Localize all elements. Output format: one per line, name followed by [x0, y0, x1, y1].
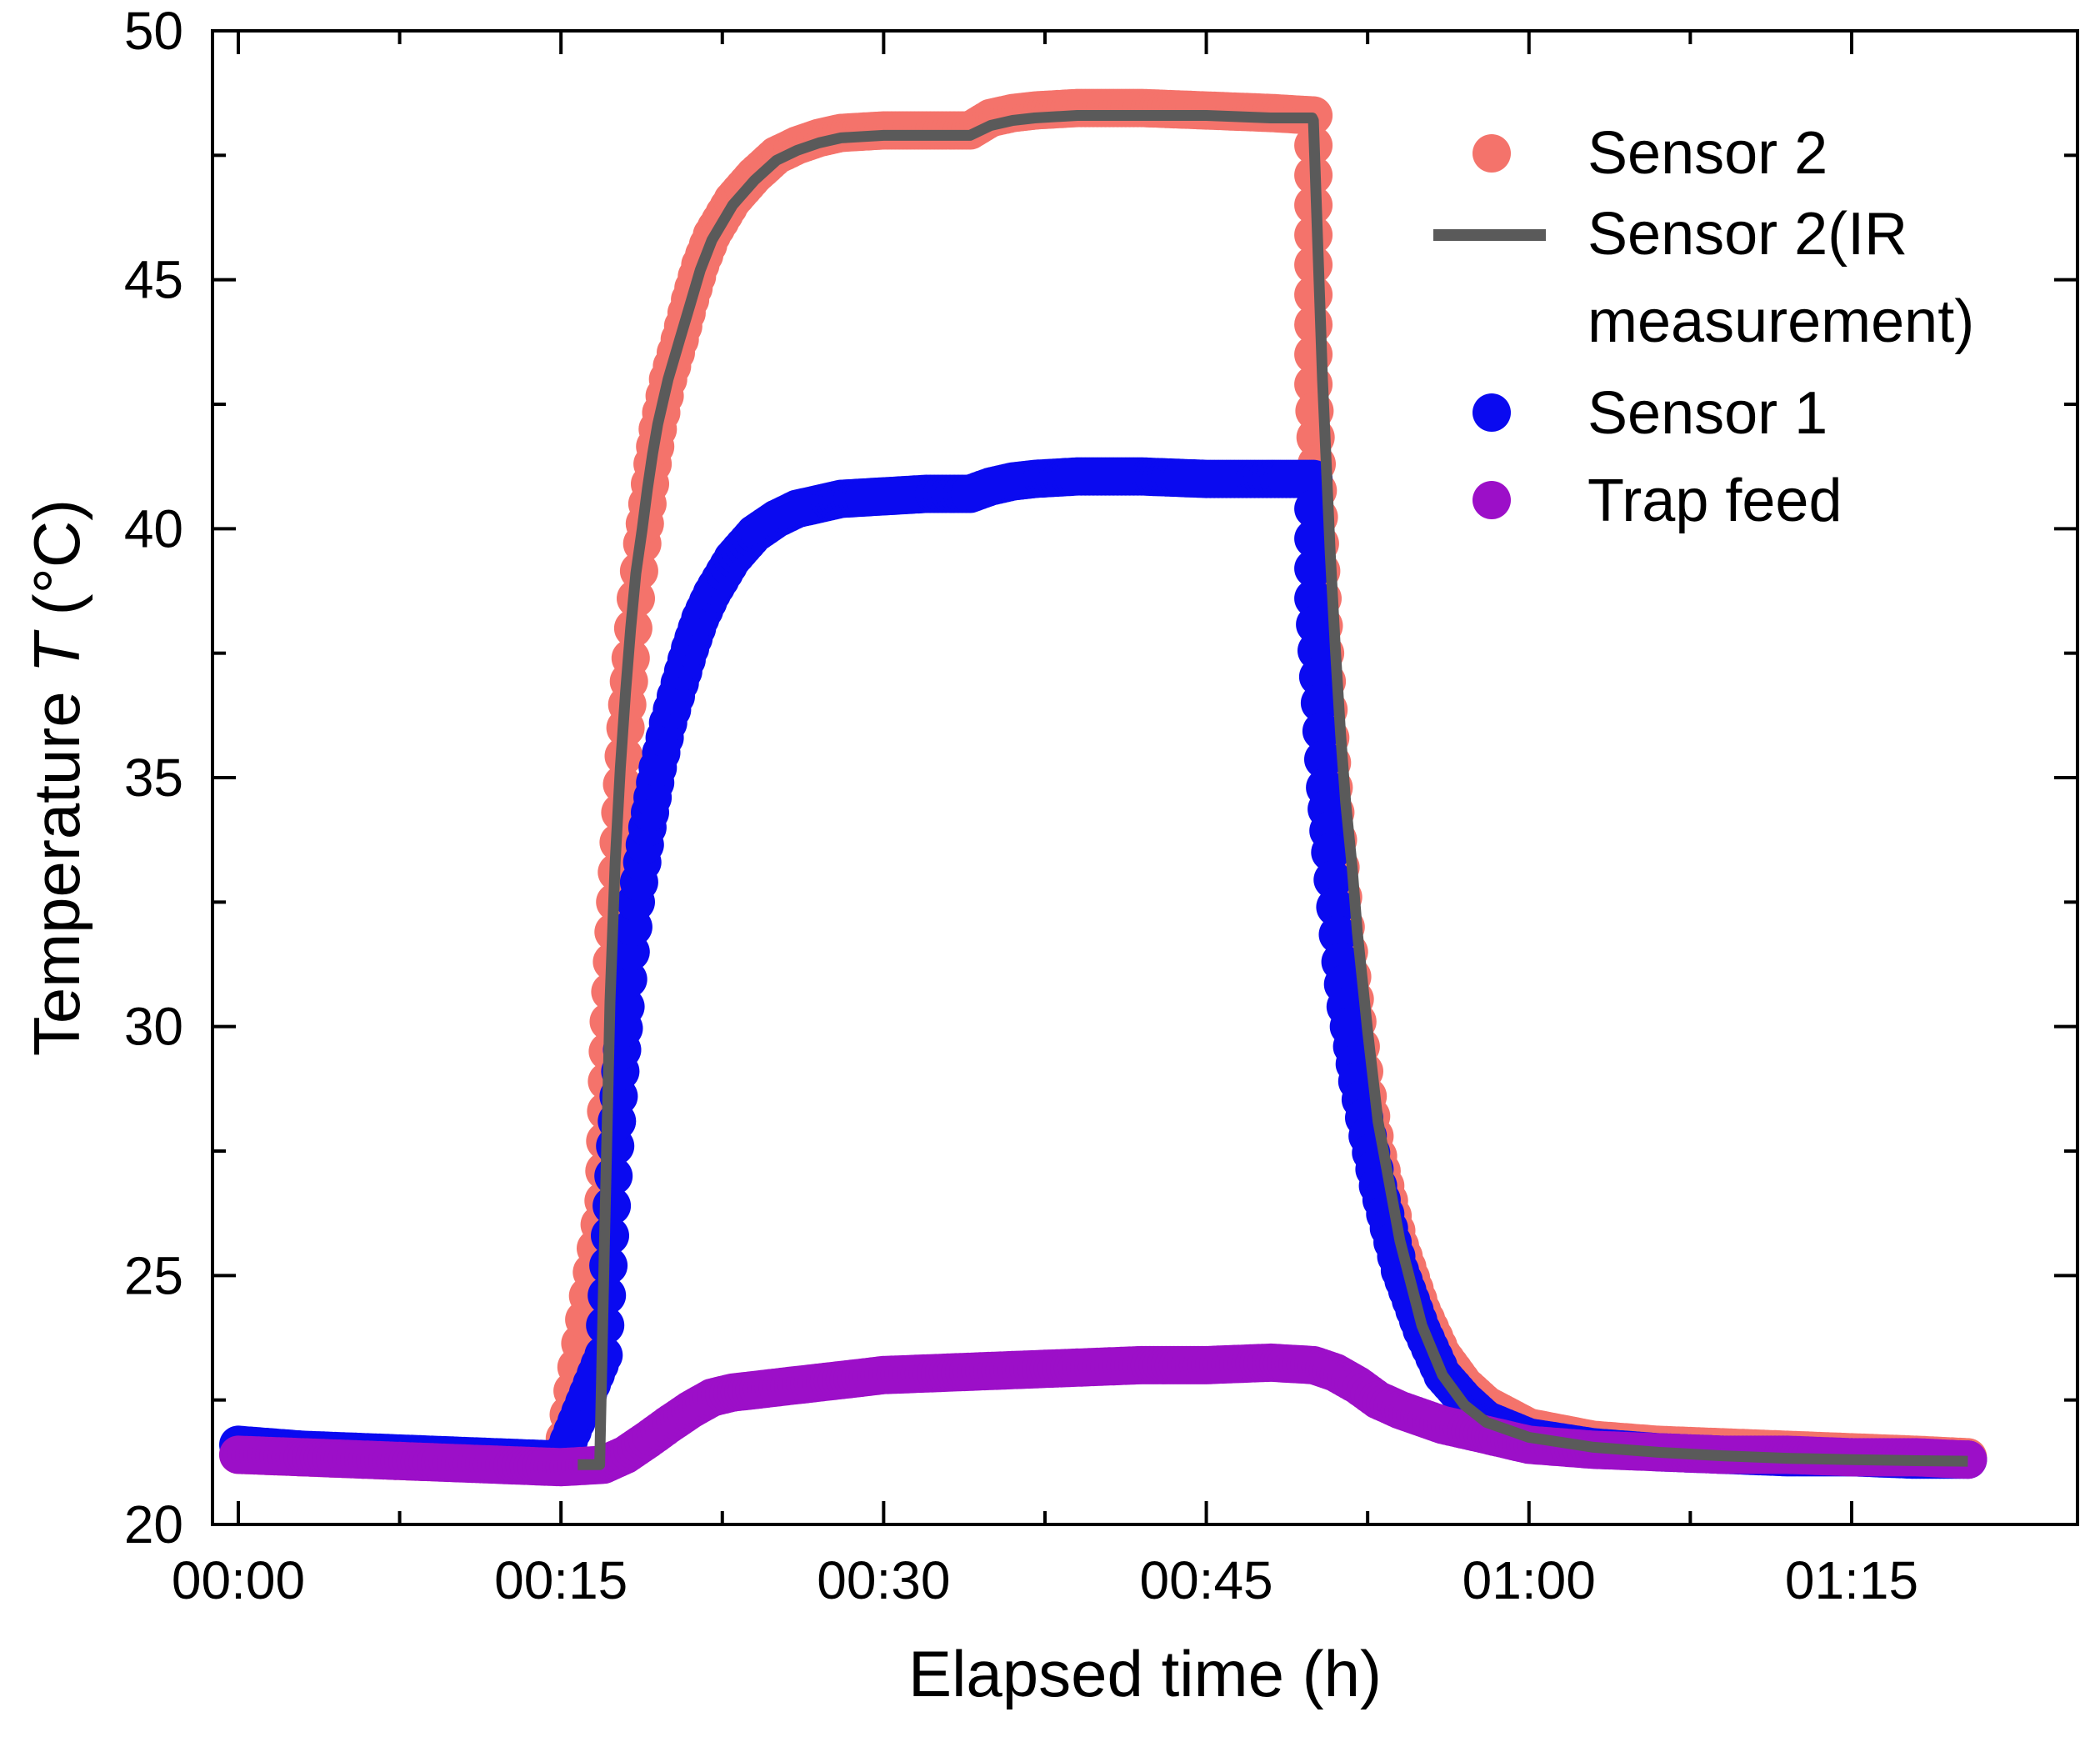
- series-trap-feed: [219, 1343, 1988, 1487]
- ticks-layer: 00:00 00:15 00:30 00:45 01:00 01:15 20 25 30 35 40…: [124, 1, 2078, 1610]
- legend-label-sensor-1: Sensor 1: [1588, 380, 1828, 447]
- data-point-sensor-1: [1294, 519, 1333, 558]
- y-tick-label: 20: [124, 1494, 183, 1554]
- y-tick-label: 35: [124, 748, 183, 808]
- x-tick-label: 00:30: [817, 1550, 950, 1610]
- y-axis-title: Temperature T (°C): [20, 499, 93, 1056]
- y-tick-label: 50: [124, 1, 183, 61]
- y-axis-title-prefix: Temperature: [20, 673, 93, 1057]
- x-tick-label: 00:00: [172, 1550, 305, 1610]
- x-tick-label: 01:15: [1785, 1550, 1918, 1610]
- data-point-sensor-1: [1294, 549, 1333, 588]
- legend-marker-trap-feed: [1472, 481, 1511, 519]
- legend-label-trap-feed: Trap feed: [1588, 468, 1842, 534]
- legend-label-sensor-2-ir-line1: Sensor 2(IR: [1588, 201, 1908, 268]
- y-tick-label: 25: [124, 1245, 183, 1305]
- legend: Sensor 2 Sensor 2(IR measurement) Sensor…: [1433, 120, 1974, 534]
- data-point-sensor-1: [1302, 712, 1341, 751]
- data-point-sensor-1: [1300, 683, 1339, 723]
- y-tick-label: 30: [124, 997, 183, 1057]
- y-axis-title-suffix: (°C): [20, 499, 93, 633]
- legend-marker-sensor-2: [1472, 134, 1511, 173]
- series-line-sensor-2-ir-measurement: [578, 110, 1968, 1470]
- x-tick-label: 01:00: [1462, 1550, 1596, 1610]
- y-axis-title-symbol: T: [20, 629, 93, 673]
- legend-label-sensor-2: Sensor 2: [1588, 120, 1828, 187]
- legend-label-sensor-2-ir-line2: measurement): [1588, 288, 1974, 355]
- data-point-sensor-1: [1311, 833, 1350, 872]
- legend-marker-sensor-1: [1472, 393, 1511, 432]
- y-tick-label: 45: [124, 250, 183, 310]
- x-tick-label: 00:15: [494, 1550, 628, 1610]
- x-axis-title: Elapsed time (h): [908, 1637, 1382, 1710]
- series-sensor-2-ir-measurement: [578, 110, 1968, 1470]
- y-tick-label: 40: [124, 498, 183, 558]
- data-point-sensor-1: [1304, 740, 1342, 779]
- x-tick-label: 00:45: [1139, 1550, 1272, 1610]
- data-layer: [219, 88, 1988, 1487]
